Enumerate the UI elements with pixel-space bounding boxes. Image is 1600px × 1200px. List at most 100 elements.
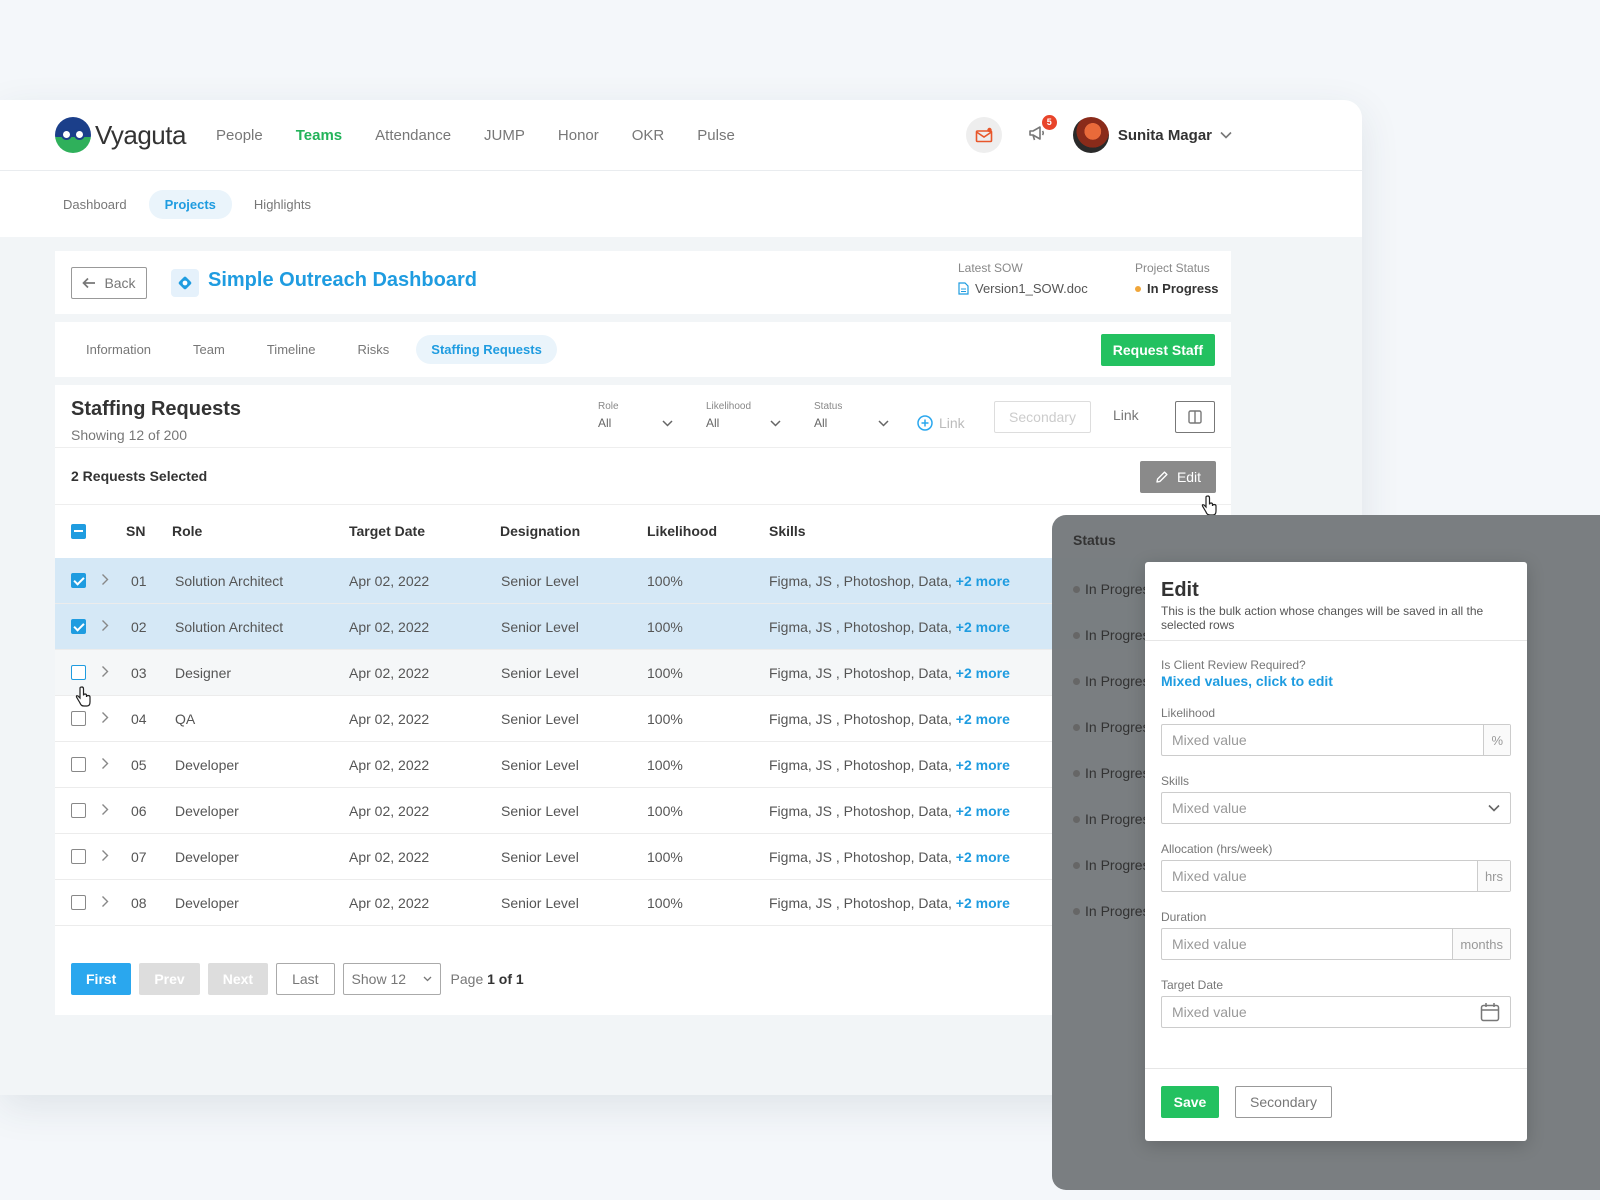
field-label: Allocation (hrs/week) bbox=[1161, 842, 1273, 856]
chevron-right-icon[interactable] bbox=[101, 711, 109, 724]
row-checkbox[interactable] bbox=[71, 757, 86, 772]
chevron-right-icon[interactable] bbox=[101, 849, 109, 862]
tab-risks[interactable]: Risks bbox=[357, 342, 390, 357]
chevron-right-icon[interactable] bbox=[101, 665, 109, 678]
tab-timeline[interactable]: Timeline bbox=[266, 342, 316, 357]
request-staff-button[interactable]: Request Staff bbox=[1100, 334, 1215, 366]
secondary-button-disabled[interactable]: Secondary bbox=[994, 401, 1091, 433]
row-checkbox[interactable] bbox=[71, 665, 86, 680]
cell-skills: Figma, JS , Photoshop, Data, +2 more bbox=[769, 849, 1010, 865]
chevron-down-icon[interactable] bbox=[1220, 131, 1232, 139]
table-row[interactable]: 01 Solution Architect Apr 02, 2022 Senio… bbox=[55, 558, 1231, 604]
more-skills-link[interactable]: +2 more bbox=[955, 849, 1010, 865]
skills-select[interactable]: Mixed value bbox=[1161, 792, 1511, 824]
cell-likelihood: 100% bbox=[647, 895, 683, 911]
allocation-input[interactable]: Mixed value hrs bbox=[1161, 860, 1511, 892]
more-skills-link[interactable]: +2 more bbox=[955, 757, 1010, 773]
nav-people[interactable]: People bbox=[216, 127, 263, 144]
cell-skills: Figma, JS , Photoshop, Data, +2 more bbox=[769, 573, 1010, 589]
nav-teams[interactable]: Teams bbox=[295, 127, 343, 144]
row-checkbox[interactable] bbox=[71, 849, 86, 864]
row-checkbox[interactable] bbox=[71, 619, 86, 634]
target-date-input[interactable]: Mixed value bbox=[1161, 996, 1511, 1028]
column-header-status: Status bbox=[1073, 532, 1116, 548]
nav-honor[interactable]: Honor bbox=[557, 127, 599, 144]
pagination: First Prev Next Last Show 12 Page 1 of 1 bbox=[71, 963, 524, 995]
page-size-select[interactable]: Show 12 bbox=[342, 963, 441, 995]
first-page-button[interactable]: First bbox=[71, 963, 132, 995]
next-page-button[interactable]: Next bbox=[207, 963, 269, 995]
mail-button[interactable] bbox=[965, 117, 1002, 153]
chevron-right-icon[interactable] bbox=[101, 619, 109, 632]
subnav-highlights[interactable]: Highlights bbox=[253, 196, 312, 212]
more-skills-link[interactable]: +2 more bbox=[955, 665, 1010, 681]
announcements-button[interactable]: 5 bbox=[1027, 115, 1057, 147]
column-header[interactable]: Target Date bbox=[349, 523, 425, 539]
row-checkbox[interactable] bbox=[71, 803, 86, 818]
select-all-checkbox[interactable] bbox=[71, 524, 86, 539]
back-button[interactable]: Back bbox=[71, 267, 147, 299]
tab-team[interactable]: Team bbox=[193, 342, 225, 357]
column-header[interactable]: Role bbox=[172, 523, 203, 539]
tab-information[interactable]: Information bbox=[86, 342, 152, 357]
filter-role[interactable]: Role All bbox=[598, 401, 673, 430]
review-edit-link[interactable]: Mixed values, click to edit bbox=[1161, 673, 1333, 689]
add-link-button[interactable]: Link bbox=[917, 415, 965, 431]
prev-page-button[interactable]: Prev bbox=[139, 963, 200, 995]
link-button[interactable]: Link bbox=[1113, 407, 1139, 423]
columns-toggle-button[interactable] bbox=[1175, 401, 1215, 433]
chevron-right-icon[interactable] bbox=[101, 573, 109, 586]
table-row[interactable]: 02 Solution Architect Apr 02, 2022 Senio… bbox=[55, 604, 1231, 650]
column-header[interactable]: Likelihood bbox=[647, 523, 717, 539]
table-row[interactable]: 03 Designer Apr 02, 2022 Senior Level 10… bbox=[55, 650, 1231, 696]
chevron-right-icon[interactable] bbox=[101, 895, 109, 908]
more-skills-link[interactable]: +2 more bbox=[955, 803, 1010, 819]
chevron-down-icon bbox=[770, 419, 781, 427]
more-skills-link[interactable]: +2 more bbox=[955, 711, 1010, 727]
more-skills-link[interactable]: +2 more bbox=[955, 573, 1010, 589]
cell-role: Designer bbox=[175, 665, 232, 681]
project-tabs: Information Team Timeline Risks Staffing… bbox=[55, 322, 1231, 377]
subnav-projects[interactable]: Projects bbox=[148, 189, 232, 219]
panel-title: Edit bbox=[1161, 579, 1199, 601]
table-row[interactable]: 07 Developer Apr 02, 2022 Senior Level 1… bbox=[55, 834, 1231, 880]
nav-jump[interactable]: JUMP bbox=[484, 127, 525, 144]
cell-status: In Progress bbox=[1073, 719, 1157, 735]
column-header[interactable]: Designation bbox=[500, 523, 581, 539]
duration-input[interactable]: Mixed value months bbox=[1161, 928, 1511, 960]
chevron-right-icon[interactable] bbox=[101, 757, 109, 770]
avatar[interactable] bbox=[1072, 117, 1109, 153]
nav-pulse[interactable]: Pulse bbox=[697, 127, 735, 144]
table-row[interactable]: 08 Developer Apr 02, 2022 Senior Level 1… bbox=[55, 880, 1231, 926]
row-checkbox[interactable] bbox=[71, 711, 86, 726]
divider bbox=[1145, 640, 1527, 641]
save-button[interactable]: Save bbox=[1161, 1086, 1219, 1118]
sow-file-link[interactable]: Version1_SOW.doc bbox=[958, 281, 1088, 296]
more-skills-link[interactable]: +2 more bbox=[955, 895, 1010, 911]
column-header[interactable]: SN bbox=[126, 523, 146, 539]
nav-attendance[interactable]: Attendance bbox=[375, 127, 452, 144]
tab-staffing-requests[interactable]: Staffing Requests bbox=[416, 335, 557, 364]
table-row[interactable]: 05 Developer Apr 02, 2022 Senior Level 1… bbox=[55, 742, 1231, 788]
input-placeholder: Mixed value bbox=[1172, 1004, 1247, 1020]
subnav-dashboard[interactable]: Dashboard bbox=[63, 196, 127, 212]
filter-likelihood[interactable]: Likelihood All bbox=[706, 401, 781, 430]
column-header[interactable]: Skills bbox=[769, 523, 806, 539]
bulk-edit-button[interactable]: Edit bbox=[1140, 461, 1216, 493]
row-checkbox[interactable] bbox=[71, 895, 86, 910]
filter-status[interactable]: Status All bbox=[814, 401, 889, 430]
sub-nav: Dashboard Projects Highlights bbox=[0, 171, 1362, 237]
table-row[interactable]: 06 Developer Apr 02, 2022 Senior Level 1… bbox=[55, 788, 1231, 834]
user-name[interactable]: Sunita Magar bbox=[1117, 126, 1212, 144]
secondary-button[interactable]: Secondary bbox=[1235, 1086, 1332, 1118]
last-page-button[interactable]: Last bbox=[276, 963, 335, 995]
nav-okr[interactable]: OKR bbox=[631, 127, 665, 144]
likelihood-input[interactable]: Mixed value % bbox=[1161, 724, 1511, 756]
row-checkbox[interactable] bbox=[71, 573, 86, 588]
calendar-icon[interactable] bbox=[1480, 1002, 1500, 1022]
more-skills-link[interactable]: +2 more bbox=[955, 619, 1010, 635]
logo[interactable]: Vyaguta bbox=[55, 117, 186, 153]
table-row[interactable]: 04 QA Apr 02, 2022 Senior Level 100% Fig… bbox=[55, 696, 1231, 742]
cell-sn: 06 bbox=[131, 803, 147, 819]
chevron-right-icon[interactable] bbox=[101, 803, 109, 816]
